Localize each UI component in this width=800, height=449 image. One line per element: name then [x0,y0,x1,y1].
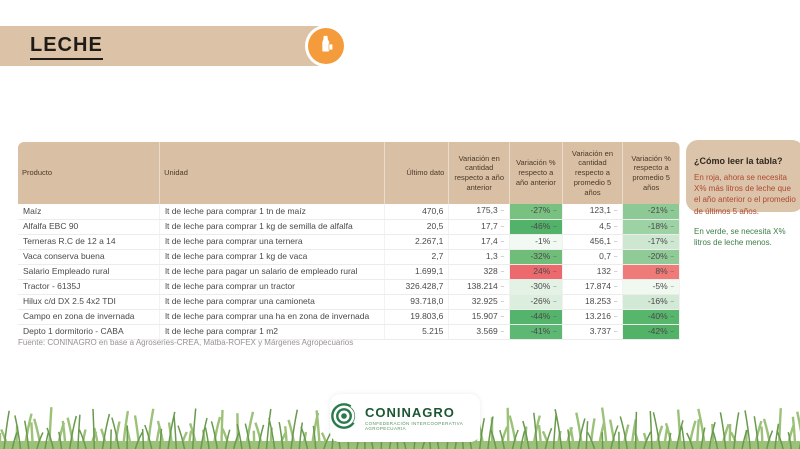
table-row: Depto 1 dormitorio - CABA lt de leche pa… [18,324,680,340]
table-row: Alfalfa EBC 90 lt de leche para comprar … [18,219,680,235]
product-cell: Alfalfa EBC 90 [18,219,161,235]
var-qty-5yr-cell: 456,1 [562,234,624,250]
coninagro-logo: CONINAGRO CONFEDERACIÓN INTERCOOPERATIVA… [330,394,480,442]
var-pct-year-cell: 24% [509,264,563,280]
product-cell: Vaca conserva buena [18,249,161,265]
legend-red-text: En roja, ahora se necesita X% más litros… [694,173,796,216]
var-pct-year-cell: -46% [509,219,563,235]
product-cell: Salario Empleado rural [18,264,161,280]
var-pct-year-cell: -41% [509,324,563,340]
var-pct-5yr-cell: -16% [622,294,680,310]
page-title: LECHE [30,34,103,60]
col-header-var-pct-anio: Variación % respecto a año anterior [509,142,563,204]
latest-value-cell: 93.718,0 [384,294,450,310]
var-pct-5yr-cell: -20% [622,249,680,265]
col-header-unidad: Unidad [159,142,385,204]
var-qty-year-cell: 17,4 [448,234,511,250]
milk-bottle-icon [316,34,336,59]
legend-background-shape [686,140,800,212]
coninagro-emblem-icon [330,402,358,435]
source-note: Fuente: CONINAGRO en base a Agroseries-C… [18,338,354,347]
product-cell: Hilux c/d DX 2.5 4x2 TDI [18,294,161,310]
col-header-producto: Producto [18,142,161,204]
logo-subtitle: CONFEDERACIÓN INTERCOOPERATIVA AGROPECUA… [365,421,463,431]
unit-cell: lt de leche para comprar una ternera [159,234,385,250]
unit-cell: lt de leche para comprar 1 m2 [159,324,385,340]
unit-cell: lt de leche para pagar un salario de emp… [159,264,385,280]
logo-text: CONINAGRO CONFEDERACIÓN INTERCOOPERATIVA… [365,405,480,431]
var-qty-year-cell: 175,3 [448,204,511,220]
var-qty-5yr-cell: 0,7 [562,249,624,265]
latest-value-cell: 19.803,6 [384,309,450,325]
var-qty-5yr-cell: 4,5 [562,219,624,235]
latest-value-cell: 470,6 [384,204,450,220]
var-pct-year-cell: -27% [509,204,563,220]
col-header-var-pct-prom: Variación % respecto a promedio 5 años [622,142,680,204]
var-pct-5yr-cell: -40% [622,309,680,325]
var-pct-year-cell: -26% [509,294,563,310]
unit-cell: lt de leche para comprar un tractor [159,279,385,295]
var-pct-5yr-cell: 8% [622,264,680,280]
latest-value-cell: 2,7 [384,249,450,265]
var-pct-5yr-cell: -18% [622,219,680,235]
table-row: Tractor - 6135J lt de leche para comprar… [18,279,680,295]
col-header-ultimo-dato: Último dato [384,142,450,204]
table-row: Hilux c/d DX 2.5 4x2 TDI lt de leche par… [18,294,680,310]
product-cell: Maíz [18,204,161,220]
table-row: Terneras R.C de 12 a 14 lt de leche para… [18,234,680,250]
var-qty-5yr-cell: 18.253 [562,294,624,310]
var-qty-year-cell: 138.214 [448,279,511,295]
var-qty-year-cell: 1,3 [448,249,511,265]
unit-cell: lt de leche para comprar una camioneta [159,294,385,310]
var-qty-year-cell: 3.569 [448,324,511,340]
var-pct-year-cell: -32% [509,249,563,265]
table-row: Vaca conserva buena lt de leche para com… [18,249,680,265]
unit-cell: lt de leche para comprar una ha en zona … [159,309,385,325]
var-qty-5yr-cell: 3.737 [562,324,624,340]
var-qty-year-cell: 32.925 [448,294,511,310]
table-row: Campo en zona de invernada lt de leche p… [18,309,680,325]
var-qty-year-cell: 17,7 [448,219,511,235]
col-header-var-cant-anio: Variación en cantidad respecto a año ant… [448,142,511,204]
var-qty-year-cell: 328 [448,264,511,280]
latest-value-cell: 2.267,1 [384,234,450,250]
latest-value-cell: 326.428,7 [384,279,450,295]
table-row: Maíz lt de leche para comprar 1 tn de ma… [18,204,680,220]
latest-value-cell: 1.699,1 [384,264,450,280]
var-pct-year-cell: -1% [509,234,563,250]
unit-cell: lt de leche para comprar 1 kg de vaca [159,249,385,265]
legend-panel: ¿Cómo leer la tabla? En roja, ahora se n… [694,156,796,248]
table-header-row: Producto Unidad Último dato Variación en… [18,142,680,204]
product-cell: Terneras R.C de 12 a 14 [18,234,161,250]
var-pct-5yr-cell: -42% [622,324,680,340]
product-cell: Tractor - 6135J [18,279,161,295]
latest-value-cell: 5.215 [384,324,450,340]
unit-cell: lt de leche para comprar 1 kg de semilla… [159,219,385,235]
col-header-var-cant-prom: Variación en cantidad respecto a promedi… [562,142,624,204]
legend-green-text: En verde, se necesita X% litros de leche… [694,226,786,247]
legend-title: ¿Cómo leer la tabla? [694,156,783,166]
var-qty-5yr-cell: 123,1 [562,204,624,220]
var-pct-5yr-cell: -21% [622,204,680,220]
product-cell: Campo en zona de invernada [18,309,161,325]
var-qty-5yr-cell: 132 [562,264,624,280]
milk-price-table: Producto Unidad Último dato Variación en… [18,142,680,340]
product-cell: Depto 1 dormitorio - CABA [18,324,161,340]
var-qty-year-cell: 15.907 [448,309,511,325]
var-qty-5yr-cell: 13.216 [562,309,624,325]
milk-badge [308,28,344,64]
var-pct-5yr-cell: -5% [622,279,680,295]
unit-cell: lt de leche para comprar 1 tn de maíz [159,204,385,220]
var-qty-5yr-cell: 17.874 [562,279,624,295]
var-pct-5yr-cell: -17% [622,234,680,250]
var-pct-year-cell: -30% [509,279,563,295]
logo-name: CONINAGRO [365,405,455,420]
var-pct-year-cell: -44% [509,309,563,325]
latest-value-cell: 20,5 [384,219,450,235]
table-row: Salario Empleado rural lt de leche para … [18,264,680,280]
